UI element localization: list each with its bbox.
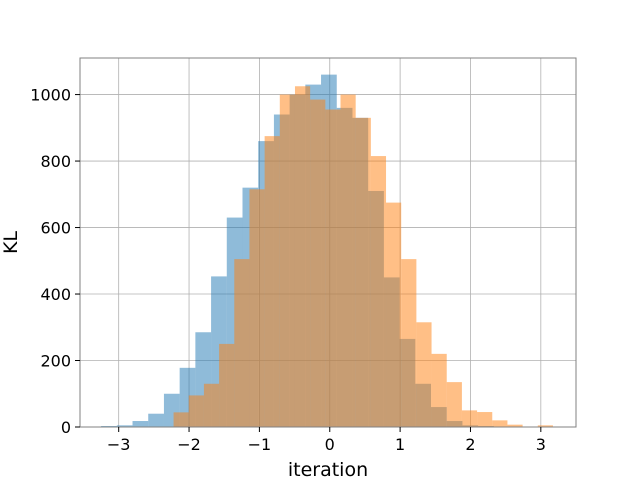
histogram-bar-series-2 [492, 420, 508, 427]
histogram-bar-series-2 [461, 410, 478, 427]
y-tick-label: 200 [40, 352, 71, 371]
histogram-bar-series-1 [148, 413, 164, 427]
histogram-bar-series-2 [507, 424, 523, 427]
histogram-bar-series-1 [132, 421, 149, 427]
histogram-bar-series-2 [325, 109, 341, 427]
x-tick-label: −3 [107, 435, 131, 454]
histogram-bar-series-2 [477, 412, 493, 427]
histogram-bar-series-2 [416, 322, 432, 427]
histogram-bar-series-2 [294, 86, 311, 427]
histogram-bar-series-2 [234, 259, 250, 427]
histogram-bar-series-2 [431, 353, 447, 427]
plot-area-frame [79, 57, 577, 428]
histogram-bar-series-2 [310, 99, 326, 428]
x-tick-label: −1 [248, 435, 272, 454]
histogram-bar-series-2 [188, 395, 204, 427]
y-axis-ticks: 0 200 400 600 800 1000 [30, 86, 80, 437]
x-axis-title: iteration [288, 459, 368, 480]
y-tick-label: 400 [40, 285, 71, 304]
y-tick-label: 1000 [30, 86, 71, 105]
y-axis-title: KL [0, 231, 22, 254]
histogram-bar-series-2 [203, 383, 220, 427]
histogram-bar-series-2 [264, 136, 280, 427]
histogram-bar-series-2 [370, 156, 387, 427]
histogram-bar-series-2 [386, 202, 402, 427]
x-axis-ticks: −3 −2 −1 0 1 2 3 [107, 427, 546, 454]
histogram-bars [101, 74, 553, 428]
x-tick-label: 1 [395, 435, 405, 454]
x-tick-label: −2 [177, 435, 201, 454]
histogram-bar-series-2 [401, 259, 417, 427]
histogram-bar-series-2 [340, 94, 356, 427]
histogram-bar-series-2 [355, 117, 371, 428]
y-tick-label: 800 [40, 152, 71, 171]
y-tick-label: 0 [61, 418, 71, 437]
histogram-bar-series-2 [279, 94, 295, 427]
x-tick-label: 2 [465, 435, 475, 454]
histogram-bar-series-1 [116, 425, 133, 427]
histogram-bar-series-2 [219, 343, 235, 427]
histogram-bar-series-2 [446, 382, 462, 427]
histogram-bar-series-2 [537, 425, 553, 427]
histogram-bar-series-2 [173, 412, 189, 427]
x-tick-label: 3 [536, 435, 546, 454]
y-tick-label: 600 [40, 219, 71, 238]
histogram-bar-series-2 [249, 189, 265, 427]
x-tick-label: 0 [325, 435, 335, 454]
